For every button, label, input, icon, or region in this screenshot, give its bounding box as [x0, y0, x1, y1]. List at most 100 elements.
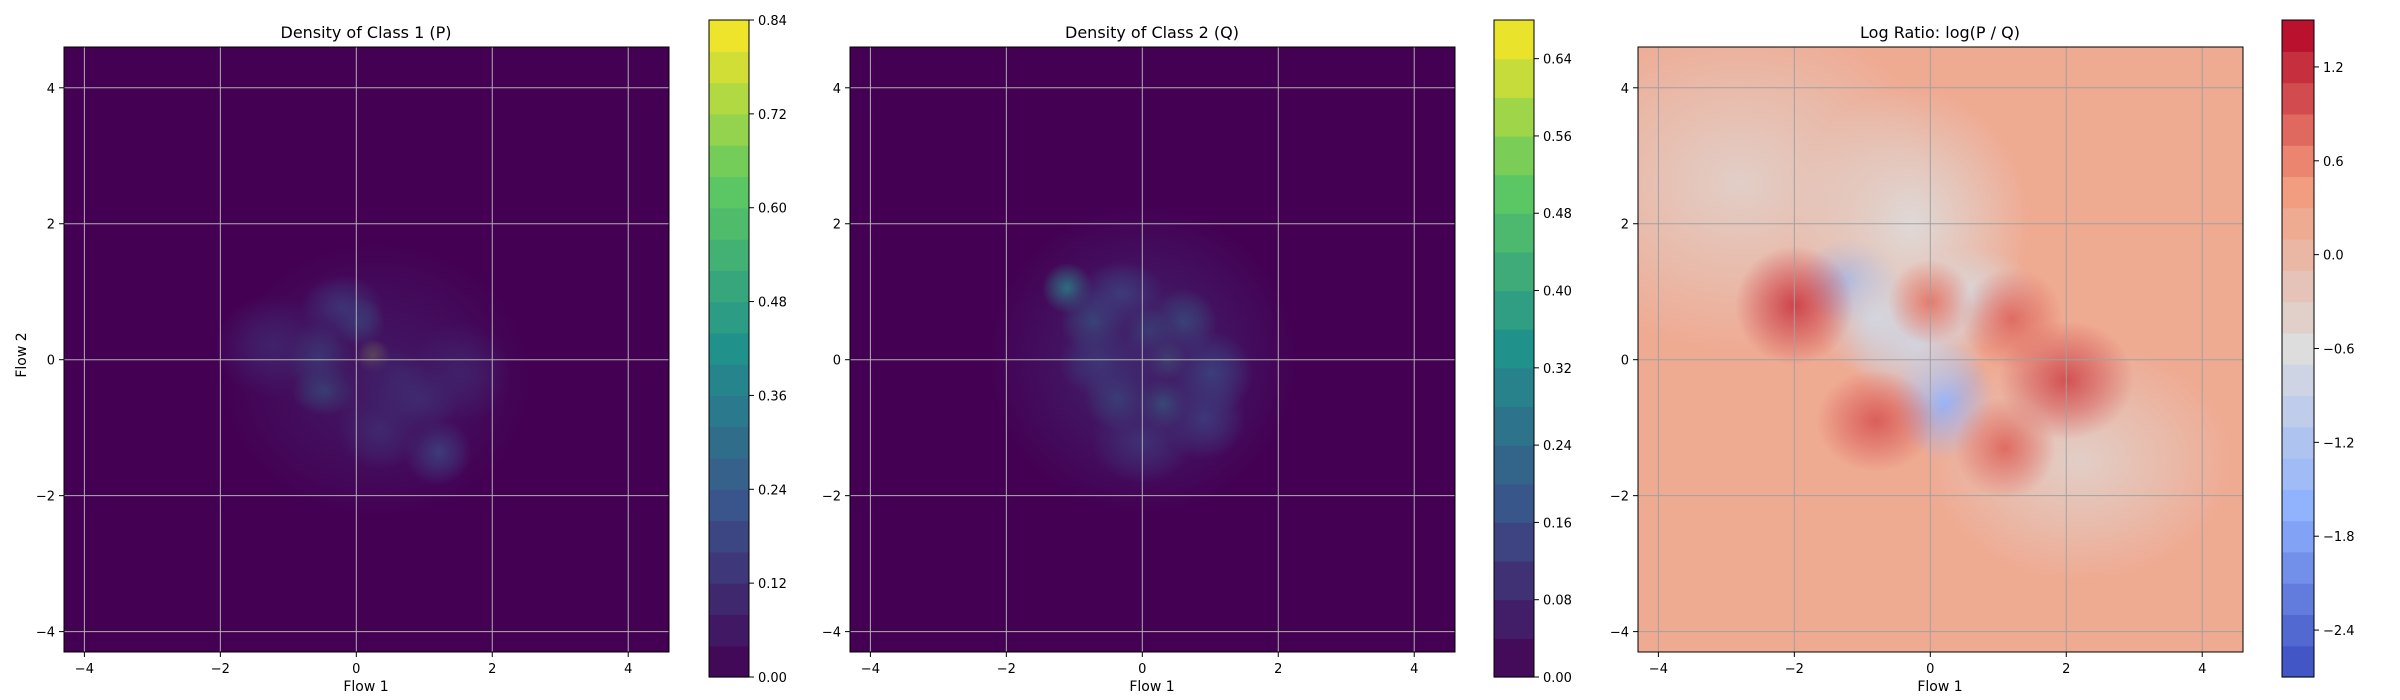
colorbar-segment — [2282, 145, 2314, 178]
x-tick-label: −4 — [861, 662, 880, 677]
colorbar-segment — [709, 176, 749, 209]
colorbar-segment — [2282, 332, 2314, 365]
colorbar-tick-label: 0.00 — [1543, 671, 1572, 686]
colorbar-tick-label: 0.84 — [758, 14, 787, 29]
density-blob — [1638, 47, 1944, 353]
x-tick-label: 0 — [1138, 662, 1146, 677]
colorbar-segment — [2282, 520, 2314, 553]
colorbar-segment — [2282, 239, 2314, 271]
y-tick-label: 0 — [1621, 354, 1629, 369]
plot-frame — [849, 46, 1456, 653]
y-tick-label: 2 — [1621, 218, 1629, 233]
axes: −4 −2 0 2 4 −4 −2 0 2 4 — [36, 46, 670, 677]
colorbar-segment — [1494, 367, 1534, 408]
colorbar-segment — [2282, 270, 2314, 303]
x-tick-label: 2 — [1274, 662, 1282, 677]
density-blob — [1960, 267, 2063, 370]
colorbar-segment — [2282, 614, 2314, 647]
colorbar-segment — [709, 82, 749, 115]
y-tick-label: 0 — [833, 354, 841, 369]
x-tick-label: −4 — [75, 662, 94, 677]
colorbar-segment — [709, 395, 749, 428]
colorbar: 0.00 0.12 0.24 0.36 0.48 0.60 0.72 0.84 — [708, 14, 787, 686]
x-tick-label: −2 — [1785, 662, 1804, 677]
y-tick-label: −2 — [1610, 490, 1629, 505]
colorbar-segment — [709, 426, 749, 459]
colorbar-segment — [709, 20, 749, 52]
colorbar-segment — [709, 207, 749, 240]
colorbar-tick-label: −2.4 — [2323, 624, 2355, 639]
colorbar-segment — [1494, 329, 1534, 369]
colorbar-segment — [2282, 51, 2314, 84]
plot-frame — [63, 46, 670, 653]
colorbar-segment — [2282, 20, 2314, 52]
panel-3: Log Ratio: log(P / Q) −4 −2 0 2 4 −4 −2 0 2 4 Flo… — [1610, 19, 2355, 695]
colorbar-tick-label: 0.40 — [1543, 285, 1572, 300]
colorbar-segment — [1494, 406, 1534, 446]
y-axis-label: Flow 2 — [14, 332, 30, 377]
colorbar-segment — [709, 145, 749, 178]
colorbar-tick-label: 0.48 — [758, 296, 787, 311]
y-tick-label: 0 — [47, 354, 55, 369]
colorbar-segment — [2282, 645, 2314, 678]
panel-title: Density of Class 1 (P) — [281, 23, 452, 42]
y-tick-label: 4 — [47, 82, 55, 97]
x-tick-label: 4 — [1410, 662, 1418, 677]
colorbar-segment — [709, 645, 749, 678]
panel-2: Density of Class 2 (Q) −4 −2 0 2 4 −4 −2 0 2 4 Fl… — [822, 19, 1572, 695]
colorbar-tick-label: 0.72 — [758, 108, 787, 123]
colorbar-segment — [2282, 301, 2314, 334]
colorbar-segment — [2282, 458, 2314, 490]
colorbar-tick-label: 0.56 — [1543, 130, 1572, 145]
colorbar-segment — [709, 520, 749, 553]
colorbar-tick-label: 0.48 — [1543, 207, 1572, 222]
x-tick-label: −4 — [1649, 662, 1668, 677]
colorbar-tick-label: 0.24 — [758, 483, 787, 498]
colorbar-segment — [709, 551, 749, 584]
colorbar-segment — [2282, 489, 2314, 522]
colorbar-segment — [2282, 82, 2314, 115]
colorbar-segment — [1494, 599, 1534, 639]
y-tick-label: 4 — [1621, 82, 1629, 97]
y-tick-label: −2 — [36, 490, 55, 505]
colorbar-tick-label: 0.64 — [1543, 53, 1572, 68]
x-tick-label: −2 — [997, 662, 1016, 677]
colorbar-segment — [1494, 135, 1534, 176]
x-axis-label: Flow 1 — [343, 679, 388, 695]
plot-area — [850, 47, 1455, 652]
y-tick-label: 4 — [833, 82, 841, 97]
colorbar-segment — [709, 113, 749, 146]
colorbar-segment — [709, 239, 749, 271]
x-tick-label: −2 — [211, 662, 230, 677]
plot-frame — [1637, 46, 2244, 653]
colorbar-segment — [709, 364, 749, 397]
colorbar-segment — [2282, 364, 2314, 397]
colorbar-segment — [709, 270, 749, 303]
colorbar-segment — [709, 51, 749, 84]
colorbar-tick-label: 0.24 — [1543, 439, 1572, 454]
colorbar-tick-label: 0.6 — [2323, 155, 2344, 170]
axes: −4 −2 0 2 4 −4 −2 0 2 4 — [1610, 46, 2244, 677]
colorbar-segment — [1494, 174, 1534, 214]
x-tick-label: 0 — [352, 662, 360, 677]
colorbar-segment — [2282, 551, 2314, 584]
colorbar-segment — [1494, 445, 1534, 485]
y-tick-label: −4 — [36, 626, 55, 641]
colorbar-segment — [1494, 58, 1534, 98]
colorbar-frame — [708, 19, 750, 678]
y-tick-label: 2 — [47, 218, 55, 233]
colorbar-tick-label: 0.00 — [758, 671, 787, 686]
colorbar-tick-label: 1.2 — [2323, 61, 2344, 76]
colorbar-segment — [1494, 20, 1534, 60]
x-tick-label: 4 — [2198, 662, 2206, 677]
colorbar-segment — [709, 332, 749, 365]
axes: −4 −2 0 2 4 −4 −2 0 2 4 — [822, 46, 1456, 677]
colorbar-segment — [2282, 113, 2314, 146]
colorbar-segment — [2282, 176, 2314, 209]
colorbar-tick-label: −0.6 — [2323, 343, 2355, 358]
colorbar-segment — [1494, 213, 1534, 253]
x-tick-label: 0 — [1926, 662, 1934, 677]
colorbar-segment — [2282, 207, 2314, 240]
colorbar-segment — [2282, 426, 2314, 459]
